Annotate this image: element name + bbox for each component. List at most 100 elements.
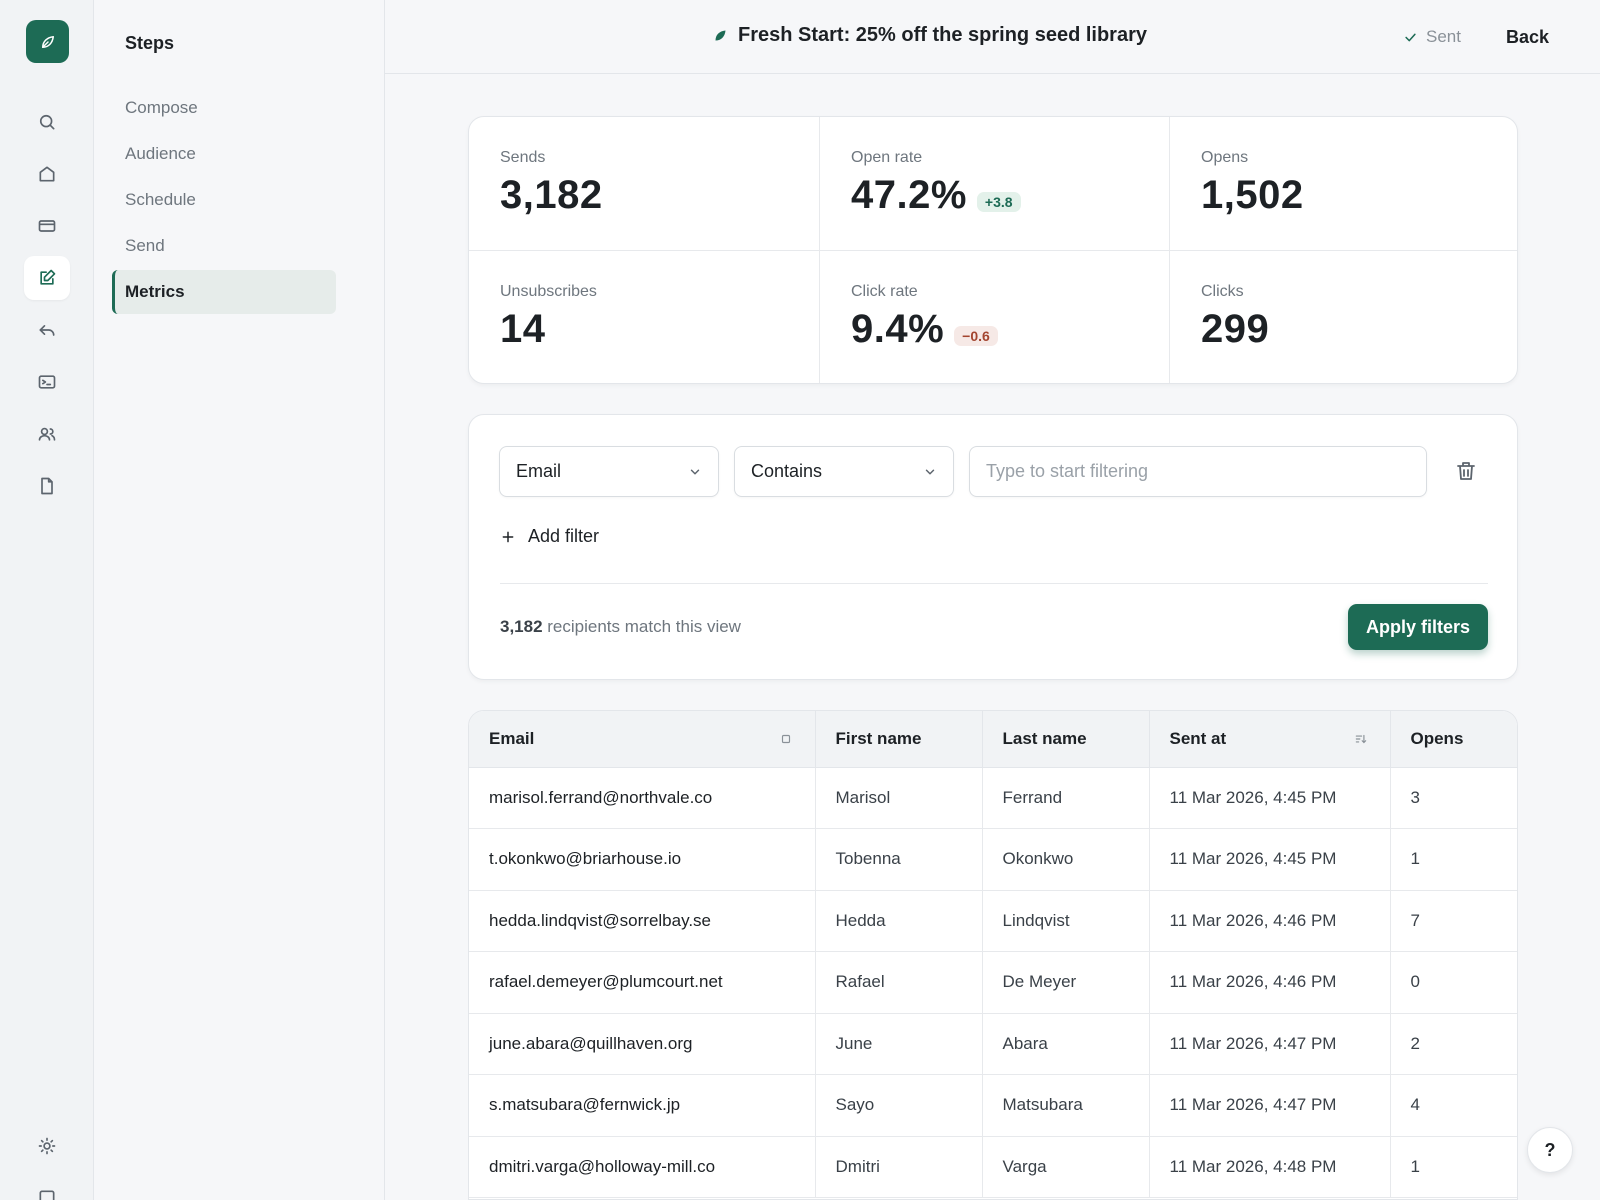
last-name-cell: Varga bbox=[981, 1136, 1149, 1198]
step-compose[interactable]: Compose bbox=[125, 98, 198, 117]
metric-clicks: Clicks 299 bbox=[1169, 251, 1517, 383]
last-name-cell: Abara bbox=[981, 1013, 1149, 1075]
metric-open-rate: Open rate 47.2% +3.8 bbox=[819, 117, 1169, 251]
users-icon bbox=[38, 427, 56, 441]
opens-cell: 7 bbox=[1389, 890, 1517, 952]
table-row[interactable]: t.okonkwo@briarhouse.io Tobenna Okonkwo 11 … bbox=[469, 828, 1517, 891]
filter-field-select[interactable]: Email bbox=[499, 446, 719, 497]
column-header-opens[interactable]: Opens bbox=[1389, 711, 1517, 768]
column-header-email[interactable]: Email bbox=[469, 711, 815, 768]
search-icon bbox=[39, 114, 55, 130]
sent-at-cell: 11 Mar 2026, 4:45 PM bbox=[1148, 828, 1390, 891]
rail-terminal-button[interactable] bbox=[24, 360, 70, 404]
divider bbox=[500, 583, 1488, 584]
table-row[interactable]: hedda.lindqvist@sorrelbay.se Hedda Lindqvi… bbox=[469, 890, 1517, 952]
column-header-label: Last name bbox=[1002, 728, 1087, 748]
sent-at-cell: 11 Mar 2026, 4:48 PM bbox=[1148, 1136, 1390, 1198]
back-button[interactable]: Back bbox=[1506, 27, 1550, 47]
table-row[interactable]: s.matsubara@fernwick.jp Sayo Matsubara 11 M… bbox=[469, 1074, 1517, 1137]
sent-at-cell: 11 Mar 2026, 4:46 PM bbox=[1148, 890, 1390, 952]
column-header-label: Sent at bbox=[1169, 728, 1227, 748]
column-header-last-name[interactable]: Last name bbox=[981, 711, 1149, 768]
leaf-icon bbox=[715, 30, 726, 41]
rail-search-button[interactable] bbox=[24, 100, 70, 144]
rail-home-button[interactable] bbox=[24, 152, 70, 196]
card-icon bbox=[38, 220, 56, 232]
column-header-first-name[interactable]: First name bbox=[814, 711, 982, 768]
sent-at-cell: 11 Mar 2026, 4:45 PM bbox=[1148, 767, 1390, 829]
delta-badge-positive: +3.8 bbox=[976, 192, 1021, 212]
add-filter-button[interactable]: Add filter bbox=[500, 526, 599, 547]
rail-panel-button[interactable] bbox=[24, 1176, 70, 1200]
email-cell: hedda.lindqvist@sorrelbay.se bbox=[469, 890, 815, 952]
edit-icon bbox=[40, 269, 56, 285]
step-schedule[interactable]: Schedule bbox=[125, 190, 196, 209]
chevron-down-icon bbox=[925, 469, 935, 474]
metric-opens: Opens 1,502 bbox=[1169, 117, 1517, 251]
column-header-label: First name bbox=[835, 728, 922, 748]
metric-value: 47.2% bbox=[851, 173, 967, 217]
last-name-cell: Okonkwo bbox=[981, 828, 1149, 891]
table-row[interactable]: marisol.ferrand@northvale.co Marisol Ferra… bbox=[469, 767, 1517, 829]
first-name-cell: Rafael bbox=[814, 951, 982, 1014]
metric-value: 3,182 bbox=[500, 173, 603, 217]
sent-status: Sent bbox=[1403, 27, 1461, 47]
filter-operator-select[interactable]: Contains bbox=[734, 446, 954, 497]
filter-value-input[interactable] bbox=[969, 446, 1427, 497]
email-cell: dmitri.varga@holloway-mill.co bbox=[469, 1136, 815, 1198]
chevron-down-icon bbox=[690, 469, 700, 474]
panel-icon bbox=[39, 1190, 55, 1200]
column-header-label: Opens bbox=[1410, 728, 1464, 748]
metric-value: 299 bbox=[1201, 307, 1270, 351]
rail-card-button[interactable] bbox=[24, 204, 70, 248]
first-name-cell: Dmitri bbox=[814, 1136, 982, 1198]
metric-sends: Sends 3,182 bbox=[469, 117, 819, 251]
opens-cell: 3 bbox=[1389, 767, 1517, 829]
recipients-table: Email First name Last name Sent at Opens… bbox=[469, 711, 1517, 1198]
apply-filters-button[interactable]: Apply filters bbox=[1348, 604, 1488, 650]
email-cell: june.abara@quillhaven.org bbox=[469, 1013, 815, 1075]
rail-documents-button[interactable] bbox=[24, 464, 70, 508]
sent-at-cell: 11 Mar 2026, 4:47 PM bbox=[1148, 1013, 1390, 1075]
trash-icon[interactable] bbox=[1454, 459, 1478, 483]
match-summary: 3,182 recipients match this view bbox=[500, 617, 741, 637]
step-audience[interactable]: Audience bbox=[125, 144, 196, 163]
recipients-table-card: Email First name Last name Sent at Opens… bbox=[468, 710, 1518, 1200]
undo-icon bbox=[39, 325, 55, 336]
email-cell: s.matsubara@fernwick.jp bbox=[469, 1074, 815, 1137]
column-header-sent-at[interactable]: Sent at bbox=[1148, 711, 1390, 768]
help-button[interactable]: ? bbox=[1527, 1127, 1573, 1173]
checkbox-icon[interactable] bbox=[779, 732, 793, 746]
delta-badge-negative: −0.6 bbox=[954, 326, 998, 346]
step-metrics[interactable]: Metrics bbox=[112, 270, 336, 314]
first-name-cell: June bbox=[814, 1013, 982, 1075]
table-row[interactable]: rafael.demeyer@plumcourt.net Rafael De Mey… bbox=[469, 951, 1517, 1014]
sort-icon[interactable] bbox=[1354, 732, 1368, 746]
rail-theme-button[interactable] bbox=[24, 1124, 70, 1168]
rail-users-button[interactable] bbox=[24, 412, 70, 456]
first-name-cell: Hedda bbox=[814, 890, 982, 952]
metric-label: Opens bbox=[1201, 149, 1249, 166]
terminal-icon bbox=[38, 375, 56, 389]
rail-campaigns-button[interactable] bbox=[24, 256, 70, 300]
top-bar: Fresh Start: 25% off the spring seed lib… bbox=[385, 0, 1600, 74]
campaign-title: Fresh Start: 25% off the spring seed lib… bbox=[713, 24, 1147, 47]
plus-icon bbox=[502, 531, 514, 542]
sent-at-cell: 11 Mar 2026, 4:46 PM bbox=[1148, 951, 1390, 1014]
filter-operator-value: Contains bbox=[751, 461, 823, 481]
email-cell: rafael.demeyer@plumcourt.net bbox=[469, 951, 815, 1014]
last-name-cell: De Meyer bbox=[981, 951, 1149, 1014]
first-name-cell: Tobenna bbox=[814, 828, 982, 891]
add-filter-label: Add filter bbox=[528, 526, 600, 546]
sent-status-label: Sent bbox=[1426, 27, 1461, 46]
table-row[interactable]: dmitri.varga@holloway-mill.co Dmitri Varga… bbox=[469, 1136, 1517, 1198]
match-suffix: recipients match this view bbox=[542, 617, 741, 636]
table-row[interactable]: june.abara@quillhaven.org June Abara 11 Mar… bbox=[469, 1013, 1517, 1075]
last-name-cell: Matsubara bbox=[981, 1074, 1149, 1137]
rail-replies-button[interactable] bbox=[24, 308, 70, 352]
metric-value: 14 bbox=[500, 307, 546, 351]
email-cell: t.okonkwo@briarhouse.io bbox=[469, 828, 815, 891]
sent-at-cell: 11 Mar 2026, 4:47 PM bbox=[1148, 1074, 1390, 1137]
app-logo[interactable] bbox=[26, 20, 69, 63]
step-send[interactable]: Send bbox=[125, 236, 165, 255]
